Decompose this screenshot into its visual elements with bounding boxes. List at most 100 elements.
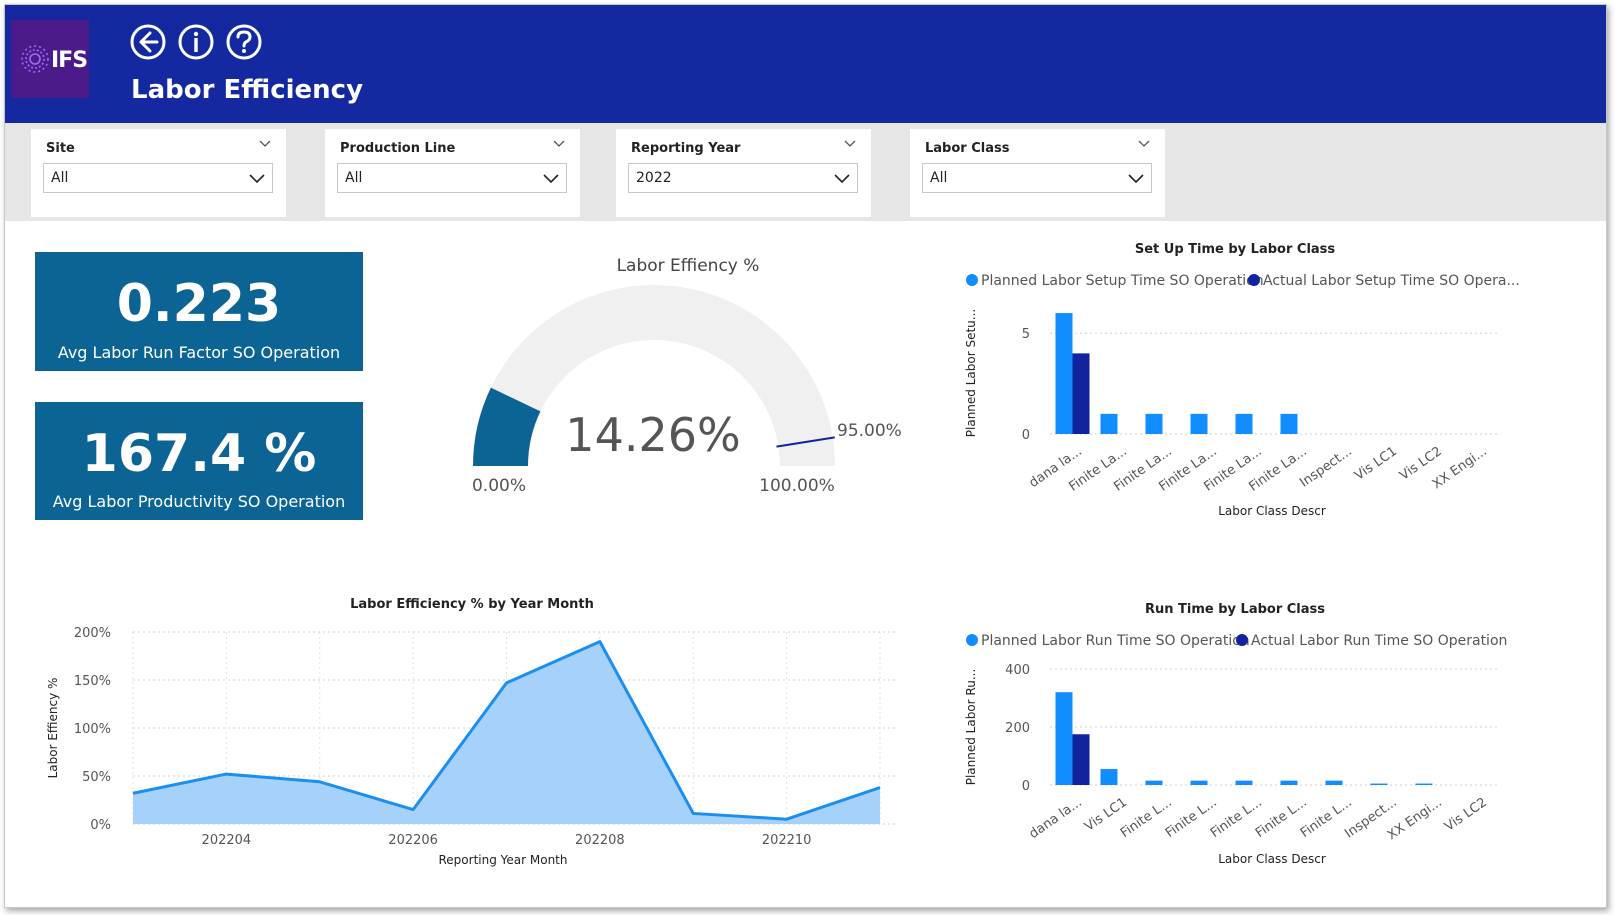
labor-class-slicer: Labor Class All (910, 129, 1165, 217)
series-line (132, 640, 881, 821)
legend-marker-actual (1248, 274, 1260, 286)
chevron-down-icon (249, 174, 265, 184)
x-axis-label: Reporting Year Month (439, 853, 568, 867)
area-fill (133, 641, 880, 824)
x-tick-label: Vis LC2 (1442, 795, 1490, 835)
reporting-year-slicer: Reporting Year 2022 (616, 129, 871, 217)
labor-class-dropdown[interactable]: All (922, 163, 1152, 193)
y-tick-label: 100% (74, 722, 111, 737)
slicer-value: 2022 (636, 170, 672, 186)
efficiency-gauge: Labor Effiency % 14.26% 0.00% 100.00% 95… (472, 256, 902, 496)
bar-planned (1190, 780, 1208, 785)
y-tick-label: 200 (1005, 721, 1030, 736)
ifs-burst-icon (21, 45, 49, 73)
x-tick-label: 202210 (762, 833, 812, 848)
legend-marker-planned (966, 274, 978, 286)
report-canvas: IFS Labor Efficiency Site All P (4, 4, 1607, 908)
logo-text: IFS (51, 48, 88, 73)
y-tick-label: 150% (74, 674, 111, 689)
chart-title: Labor Efficiency % by Year Month (350, 597, 594, 612)
legend-label-planned: Planned Labor Run Time SO Operation (981, 633, 1250, 649)
gauge-title: Labor Effiency % (617, 256, 760, 276)
legend-label-planned: Planned Labor Setup Time SO Operation (981, 273, 1264, 289)
y-tick-label: 0% (90, 818, 111, 833)
info-icon[interactable] (177, 23, 215, 61)
chevron-down-icon[interactable] (843, 137, 857, 151)
page-title: Labor Efficiency (131, 75, 364, 105)
slicer-title: Production Line (340, 141, 456, 156)
gauge-target-marker (776, 436, 835, 448)
production-line-dropdown[interactable]: All (337, 163, 567, 193)
bar-planned (1415, 783, 1433, 785)
bar-planned (1325, 780, 1343, 785)
productivity-card: 167.4 % Avg Labor Productivity SO Operat… (35, 402, 363, 520)
run-time-chart: Run Time by Labor Class Planned Labor Ru… (964, 602, 1507, 866)
chevron-down-icon (543, 174, 559, 184)
legend-label-actual: Actual Labor Setup Time SO Opera... (1263, 273, 1520, 289)
chevron-down-icon (1128, 174, 1144, 184)
slicer-value: All (345, 170, 363, 186)
ifs-logo: IFS (11, 20, 89, 98)
bar-planned (1145, 780, 1163, 785)
x-tick-label: dana la... (1027, 795, 1085, 842)
chevron-down-icon[interactable] (552, 137, 566, 151)
slicer-value: All (51, 170, 69, 186)
bar-planned (1100, 769, 1118, 785)
chevron-down-icon[interactable] (1137, 137, 1151, 151)
bar-planned (1280, 413, 1298, 434)
bar-planned (1280, 780, 1298, 785)
legend-label-actual: Actual Labor Run Time SO Operation (1251, 633, 1507, 649)
legend-marker-planned (966, 634, 978, 646)
x-tick-label: 202204 (202, 833, 252, 848)
gauge-target-label: 95.00% (837, 421, 902, 441)
back-icon[interactable] (129, 23, 167, 61)
site-dropdown[interactable]: All (43, 163, 273, 193)
gauge-value: 14.26% (565, 408, 740, 462)
y-tick-label: 5 (1022, 327, 1030, 342)
setup-time-chart: Set Up Time by Labor Class Planned Labor… (964, 242, 1520, 518)
bar-planned (1145, 413, 1163, 434)
gauge-track (473, 285, 835, 466)
chevron-down-icon[interactable] (258, 137, 272, 151)
legend-marker-actual (1236, 634, 1248, 646)
bar-planned (1235, 780, 1253, 785)
reporting-year-dropdown[interactable]: 2022 (628, 163, 858, 193)
x-tick-label: 202208 (575, 833, 625, 848)
bar-planned (1100, 413, 1118, 434)
y-tick-label: 50% (82, 770, 111, 785)
bar-actual (1072, 734, 1090, 785)
bar-planned (1370, 783, 1388, 785)
y-axis-label: Labor Effiency % (46, 678, 60, 779)
slicer-title: Reporting Year (631, 141, 741, 156)
y-tick-label: 0 (1022, 428, 1030, 443)
card-value: 0.223 (116, 274, 282, 334)
x-tick-label: Vis LC1 (1352, 444, 1400, 484)
y-tick-label: 0 (1022, 779, 1030, 794)
efficiency-by-month-chart: Labor Efficiency % by Year Month Labor E… (46, 597, 895, 867)
production-line-slicer: Production Line All (325, 129, 580, 217)
y-axis-label: Planned Labor Ru... (964, 669, 978, 786)
x-axis-label: Labor Class Descr (1218, 504, 1326, 518)
slicer-title: Labor Class (925, 141, 1010, 156)
help-icon[interactable] (225, 23, 263, 61)
filter-bar: Site All Production Line All Reporting Y… (5, 123, 1606, 221)
slicer-value: All (930, 170, 948, 186)
chart-title: Set Up Time by Labor Class (1135, 242, 1336, 257)
x-tick-label: 202206 (388, 833, 438, 848)
bar-planned (1055, 692, 1073, 785)
slicer-title: Site (46, 141, 75, 156)
chevron-down-icon (834, 174, 850, 184)
y-tick-label: 400 (1005, 663, 1030, 678)
y-tick-label: 200% (74, 626, 111, 641)
card-label: Avg Labor Productivity SO Operation (52, 492, 346, 511)
report-header: IFS Labor Efficiency (5, 5, 1606, 123)
bar-planned (1190, 413, 1208, 434)
bar-actual (1072, 353, 1090, 434)
site-slicer: Site All (31, 129, 286, 217)
gauge-min-label: 0.00% (472, 476, 526, 496)
x-axis-label: Labor Class Descr (1218, 852, 1326, 866)
y-axis-label: Planned Labor Setu... (964, 309, 978, 437)
gauge-fill (473, 387, 541, 466)
run-factor-card: 0.223 Avg Labor Run Factor SO Operation (35, 252, 363, 371)
card-label: Avg Labor Run Factor SO Operation (57, 343, 341, 362)
